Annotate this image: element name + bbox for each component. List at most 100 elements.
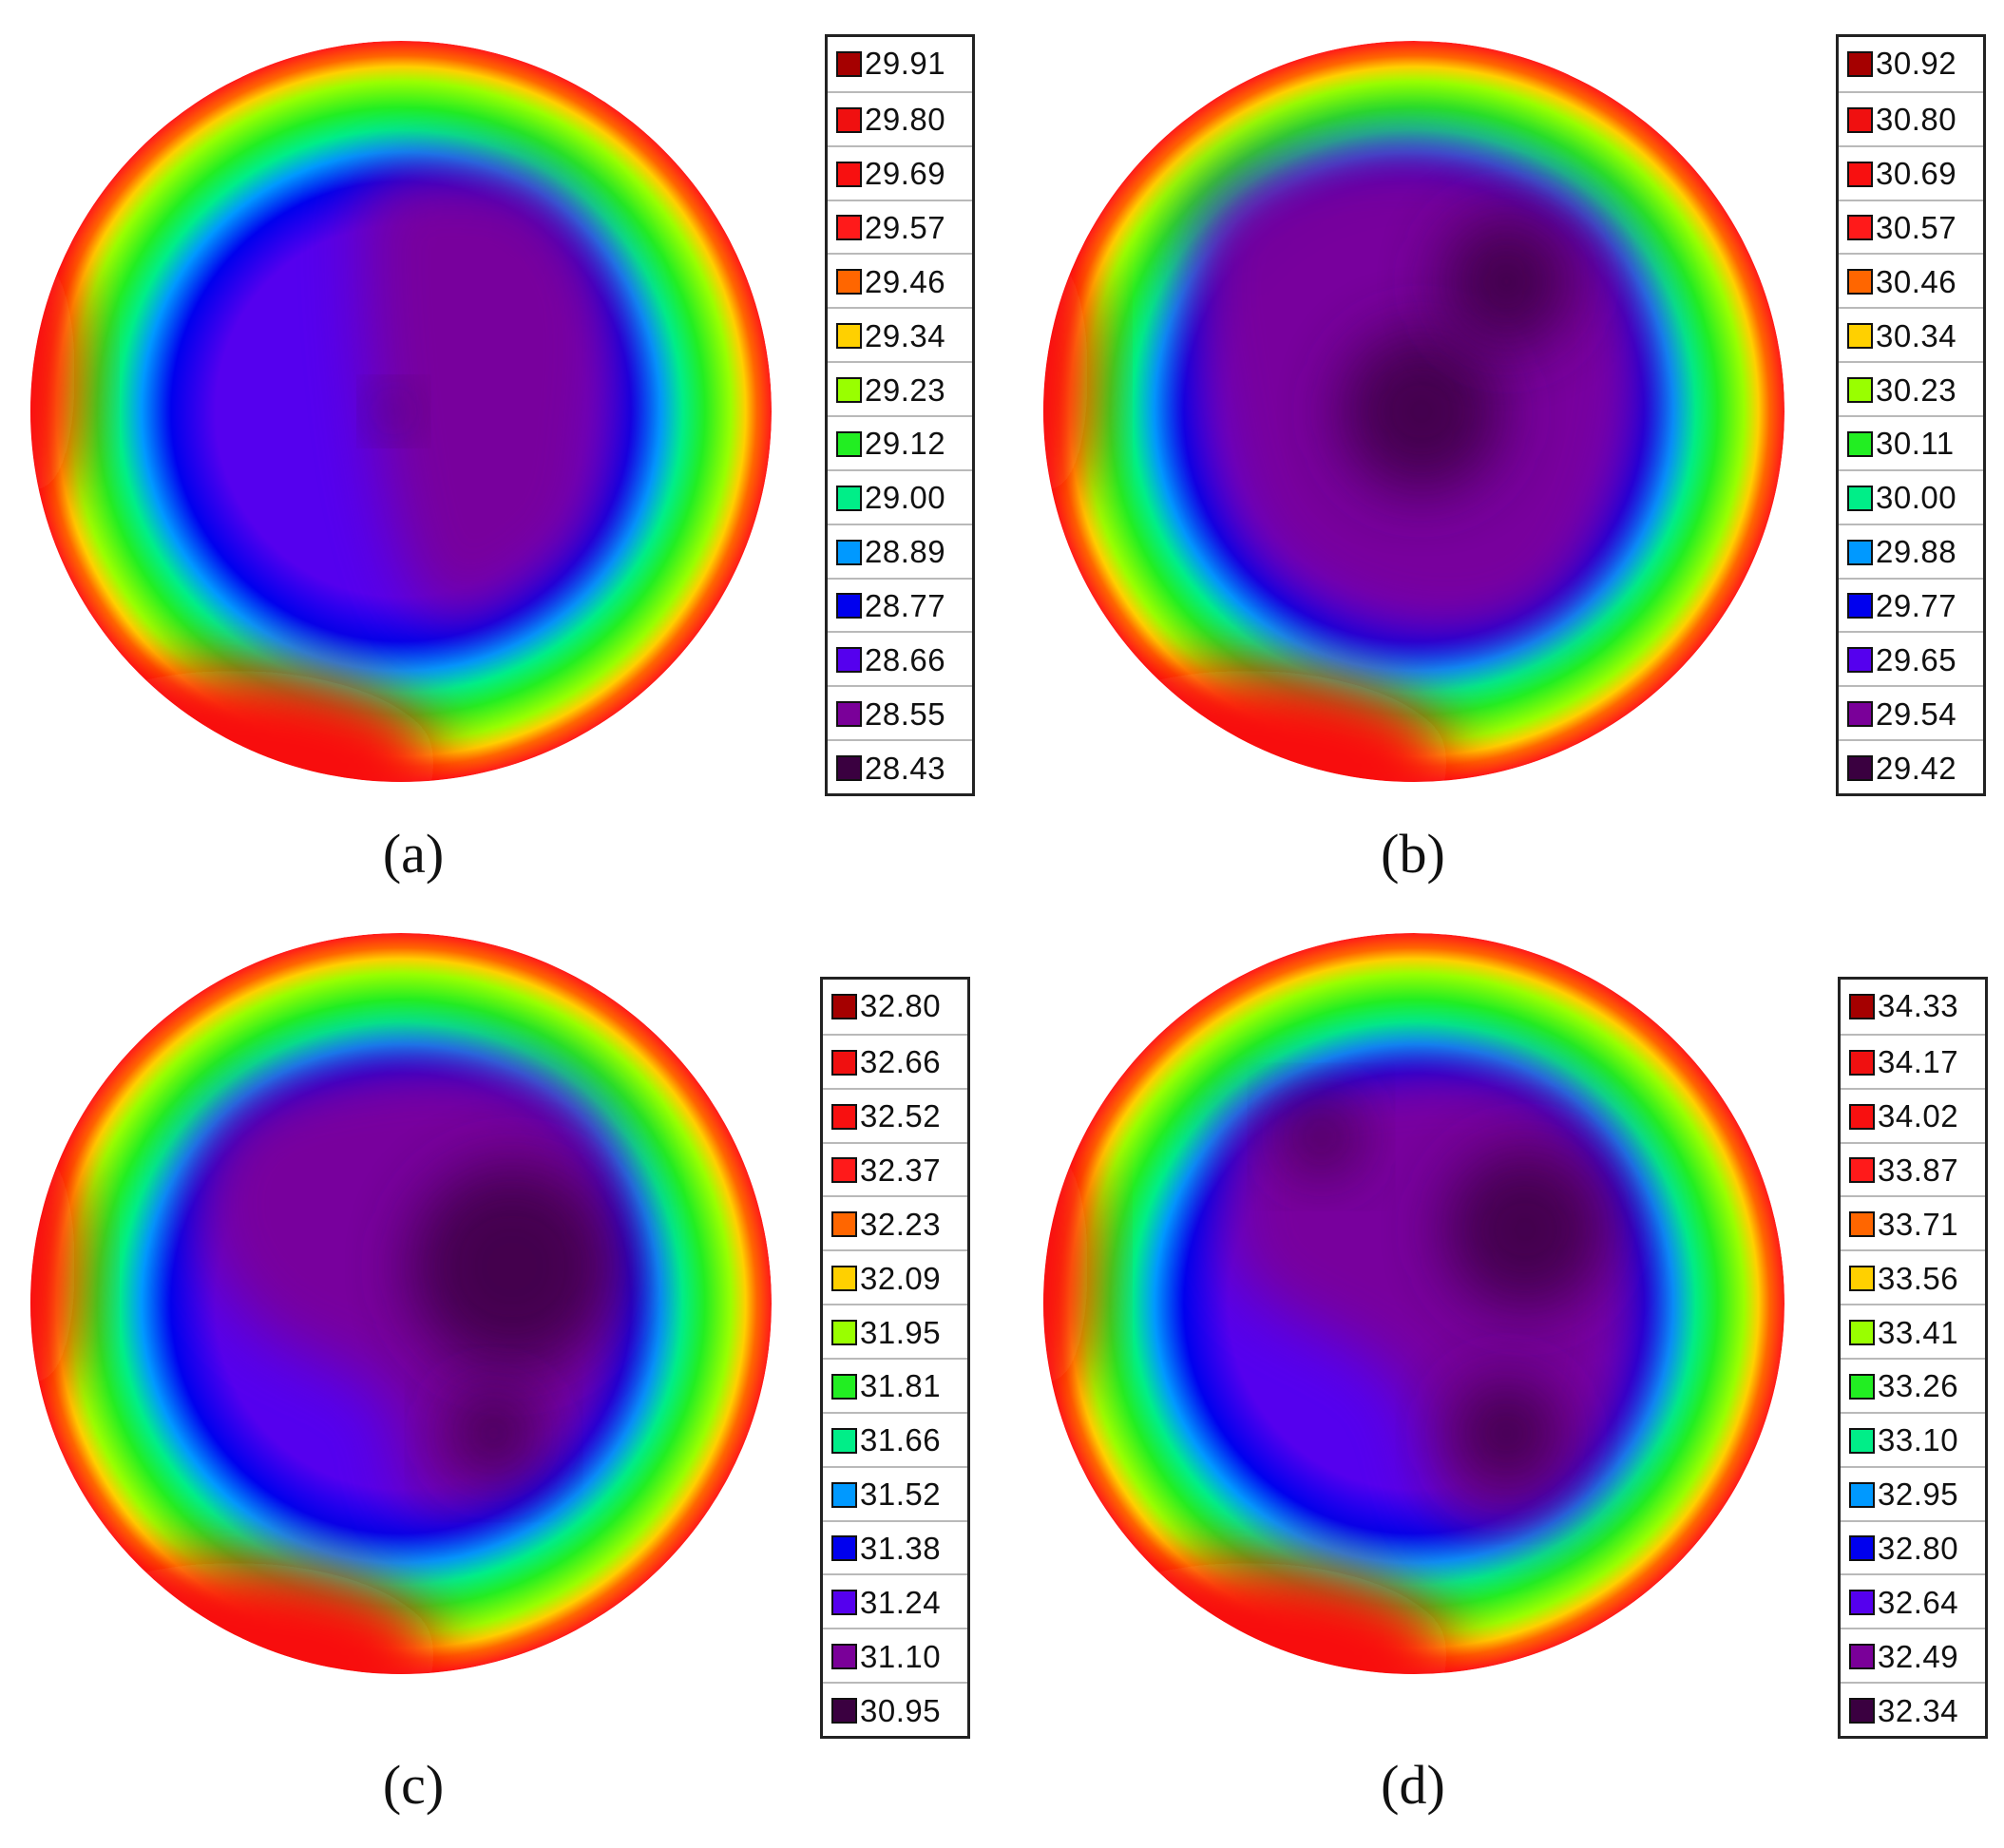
min-spot — [1443, 1148, 1607, 1311]
legend-value: 33.10 — [1878, 1422, 1959, 1458]
legend-entry: 29.54 — [1839, 685, 1983, 741]
legend-entry: 32.37 — [823, 1141, 967, 1198]
legend-entry: 33.87 — [1841, 1141, 1985, 1198]
legend-value: 30.92 — [1876, 46, 1957, 82]
legend-swatch — [831, 1320, 857, 1346]
legend-value: 29.77 — [1876, 587, 1957, 623]
legend-swatch — [836, 106, 862, 133]
hot-region-left — [1043, 1136, 1088, 1397]
legend-swatch — [836, 377, 862, 404]
legend-value: 29.54 — [1876, 695, 1957, 732]
legend-entry: 28.77 — [828, 577, 972, 634]
legend-value: 29.42 — [1876, 750, 1957, 786]
legend-value: 31.66 — [860, 1422, 942, 1458]
legend-swatch — [1847, 377, 1873, 404]
legend-swatch — [836, 323, 862, 350]
legend-entry: 32.34 — [1841, 1682, 1985, 1738]
legend-value: 33.71 — [1878, 1206, 1959, 1242]
legend-swatch — [836, 539, 862, 565]
legend-swatch — [1849, 1103, 1875, 1130]
legend-swatch — [1849, 1590, 1875, 1616]
legend-swatch — [836, 269, 862, 295]
legend-entry: 31.81 — [823, 1358, 967, 1414]
min-spot — [449, 1388, 539, 1478]
legend-entry: 33.41 — [1841, 1304, 1985, 1360]
legend-swatch — [1847, 593, 1873, 619]
legend-value: 29.88 — [1876, 534, 1957, 570]
legend-entry: 29.23 — [828, 361, 972, 417]
legend-entry: 30.11 — [1839, 415, 1983, 471]
legend-value: 32.52 — [860, 1098, 942, 1134]
legend-swatch — [1849, 1373, 1875, 1400]
legend-value: 29.69 — [865, 156, 946, 192]
legend-entry: 31.95 — [823, 1304, 967, 1360]
legend-swatch — [831, 1644, 857, 1670]
legend-value: 29.91 — [865, 46, 946, 82]
legend-value: 32.34 — [1878, 1692, 1959, 1728]
legend-entry: 30.00 — [1839, 468, 1983, 525]
legend-entry: 28.43 — [828, 739, 972, 795]
legend-entry: 29.57 — [828, 199, 972, 256]
legend-swatch — [1847, 323, 1873, 350]
min-spot — [374, 392, 412, 430]
legend-value: 34.17 — [1878, 1044, 1959, 1080]
legend-value: 32.66 — [860, 1044, 942, 1080]
min-spot — [1440, 215, 1574, 349]
legend-entry: 33.56 — [1841, 1249, 1985, 1305]
legend-swatch — [1849, 1266, 1875, 1292]
legend-value: 29.65 — [1876, 641, 1957, 677]
legend-entry: 29.42 — [1839, 739, 1983, 795]
legend-entry: 32.49 — [1841, 1628, 1985, 1684]
legend-swatch — [1847, 647, 1873, 674]
legend-entry: 34.02 — [1841, 1087, 1985, 1144]
panel-label: (a) — [382, 823, 445, 885]
legend-swatch — [836, 593, 862, 619]
legend-entry: 33.10 — [1841, 1411, 1985, 1468]
legend-value: 30.95 — [860, 1692, 942, 1728]
legend-swatch — [831, 1427, 857, 1454]
legend-value: 33.87 — [1878, 1152, 1959, 1188]
color-legend: 29.91 29.80 29.69 29.57 29.46 29.34 29.23 29.12… — [825, 34, 975, 796]
legend-value: 29.46 — [865, 263, 946, 299]
legend-swatch — [1849, 1698, 1875, 1724]
legend-value: 30.00 — [1876, 480, 1957, 516]
legend-value: 31.81 — [860, 1368, 942, 1404]
legend-swatch — [831, 1481, 857, 1508]
legend-value: 31.10 — [860, 1638, 942, 1674]
legend-swatch — [1847, 50, 1873, 77]
legend-value: 32.09 — [860, 1260, 942, 1296]
legend-swatch — [1849, 1644, 1875, 1670]
legend-entry: 31.38 — [823, 1519, 967, 1576]
legend-swatch — [836, 755, 862, 782]
legend-swatch — [1847, 161, 1873, 187]
legend-swatch — [831, 1049, 857, 1076]
legend-entry: 30.34 — [1839, 307, 1983, 363]
panel-label: (d) — [1381, 1754, 1445, 1816]
legend-swatch — [831, 1266, 857, 1292]
legend-swatch — [831, 1157, 857, 1184]
legend-entry: 32.66 — [823, 1033, 967, 1090]
legend-entry: 28.66 — [828, 631, 972, 687]
legend-swatch — [831, 1103, 857, 1130]
legend-value: 32.80 — [1878, 1530, 1959, 1566]
legend-swatch — [831, 1211, 857, 1238]
legend-entry: 30.92 — [1839, 37, 1983, 91]
legend-swatch — [1847, 755, 1873, 782]
low-region-core — [362, 170, 612, 620]
legend-value: 28.55 — [865, 695, 946, 732]
legend-swatch — [1849, 993, 1875, 1019]
legend-entry: 28.55 — [828, 685, 972, 741]
legend-value: 29.12 — [865, 426, 946, 462]
legend-entry: 30.23 — [1839, 361, 1983, 417]
legend-value: 28.77 — [865, 587, 946, 623]
legend-entry: 29.34 — [828, 307, 972, 363]
legend-swatch — [836, 485, 862, 511]
legend-swatch — [1849, 1049, 1875, 1076]
hot-region-left — [30, 1136, 75, 1397]
legend-entry: 31.10 — [823, 1628, 967, 1684]
legend-entry: 32.09 — [823, 1249, 967, 1305]
legend-entry: 33.26 — [1841, 1358, 1985, 1414]
